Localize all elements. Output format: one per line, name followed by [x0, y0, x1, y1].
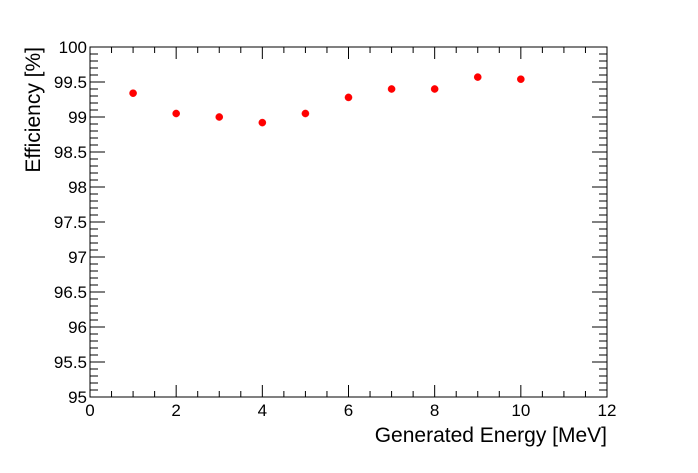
- data-point: [172, 109, 180, 118]
- y-tick-label: 100: [59, 38, 87, 57]
- y-tick-label: 97.5: [54, 213, 87, 232]
- y-tick-label: 97: [68, 248, 87, 267]
- x-tick-label: 12: [598, 401, 617, 420]
- data-point: [430, 85, 439, 93]
- y-tick-label: 95.5: [54, 353, 87, 372]
- y-tick-label: 95: [68, 388, 87, 407]
- data-point: [473, 73, 482, 81]
- data-point: [301, 109, 310, 118]
- data-point: [258, 118, 267, 127]
- x-tick-label: 6: [344, 401, 353, 420]
- y-tick-label: 96.5: [54, 283, 87, 302]
- data-point: [387, 85, 396, 93]
- data-point: [129, 89, 137, 97]
- y-tick-label: 98: [68, 178, 87, 197]
- data-point: [344, 93, 353, 102]
- y-tick-label: 99: [68, 108, 87, 127]
- tick-labels-layer: 0 2 4 6 8 10 12 95 95.5 96 96.5 97 97.5 98 98.5 99 99.5 1…: [54, 38, 617, 420]
- x-tick-label: 4: [258, 401, 267, 420]
- y-tick-label: 96: [68, 318, 87, 337]
- data-point: [517, 75, 525, 83]
- data-points-layer: [129, 73, 525, 127]
- y-tick-label: 99.5: [54, 73, 87, 92]
- y-tick-label: 98.5: [54, 143, 87, 162]
- x-tick-label: 10: [511, 401, 530, 420]
- y-axis-title: Efficiency [%]: [22, 47, 45, 173]
- x-tick-label: 8: [430, 401, 439, 420]
- x-tick-label: 2: [171, 401, 180, 420]
- x-axis-title: Generated Energy [MeV]: [375, 424, 607, 447]
- x-tick-label: 0: [85, 401, 94, 420]
- data-point: [215, 113, 224, 121]
- axis-ticks-layer: [89, 46, 608, 398]
